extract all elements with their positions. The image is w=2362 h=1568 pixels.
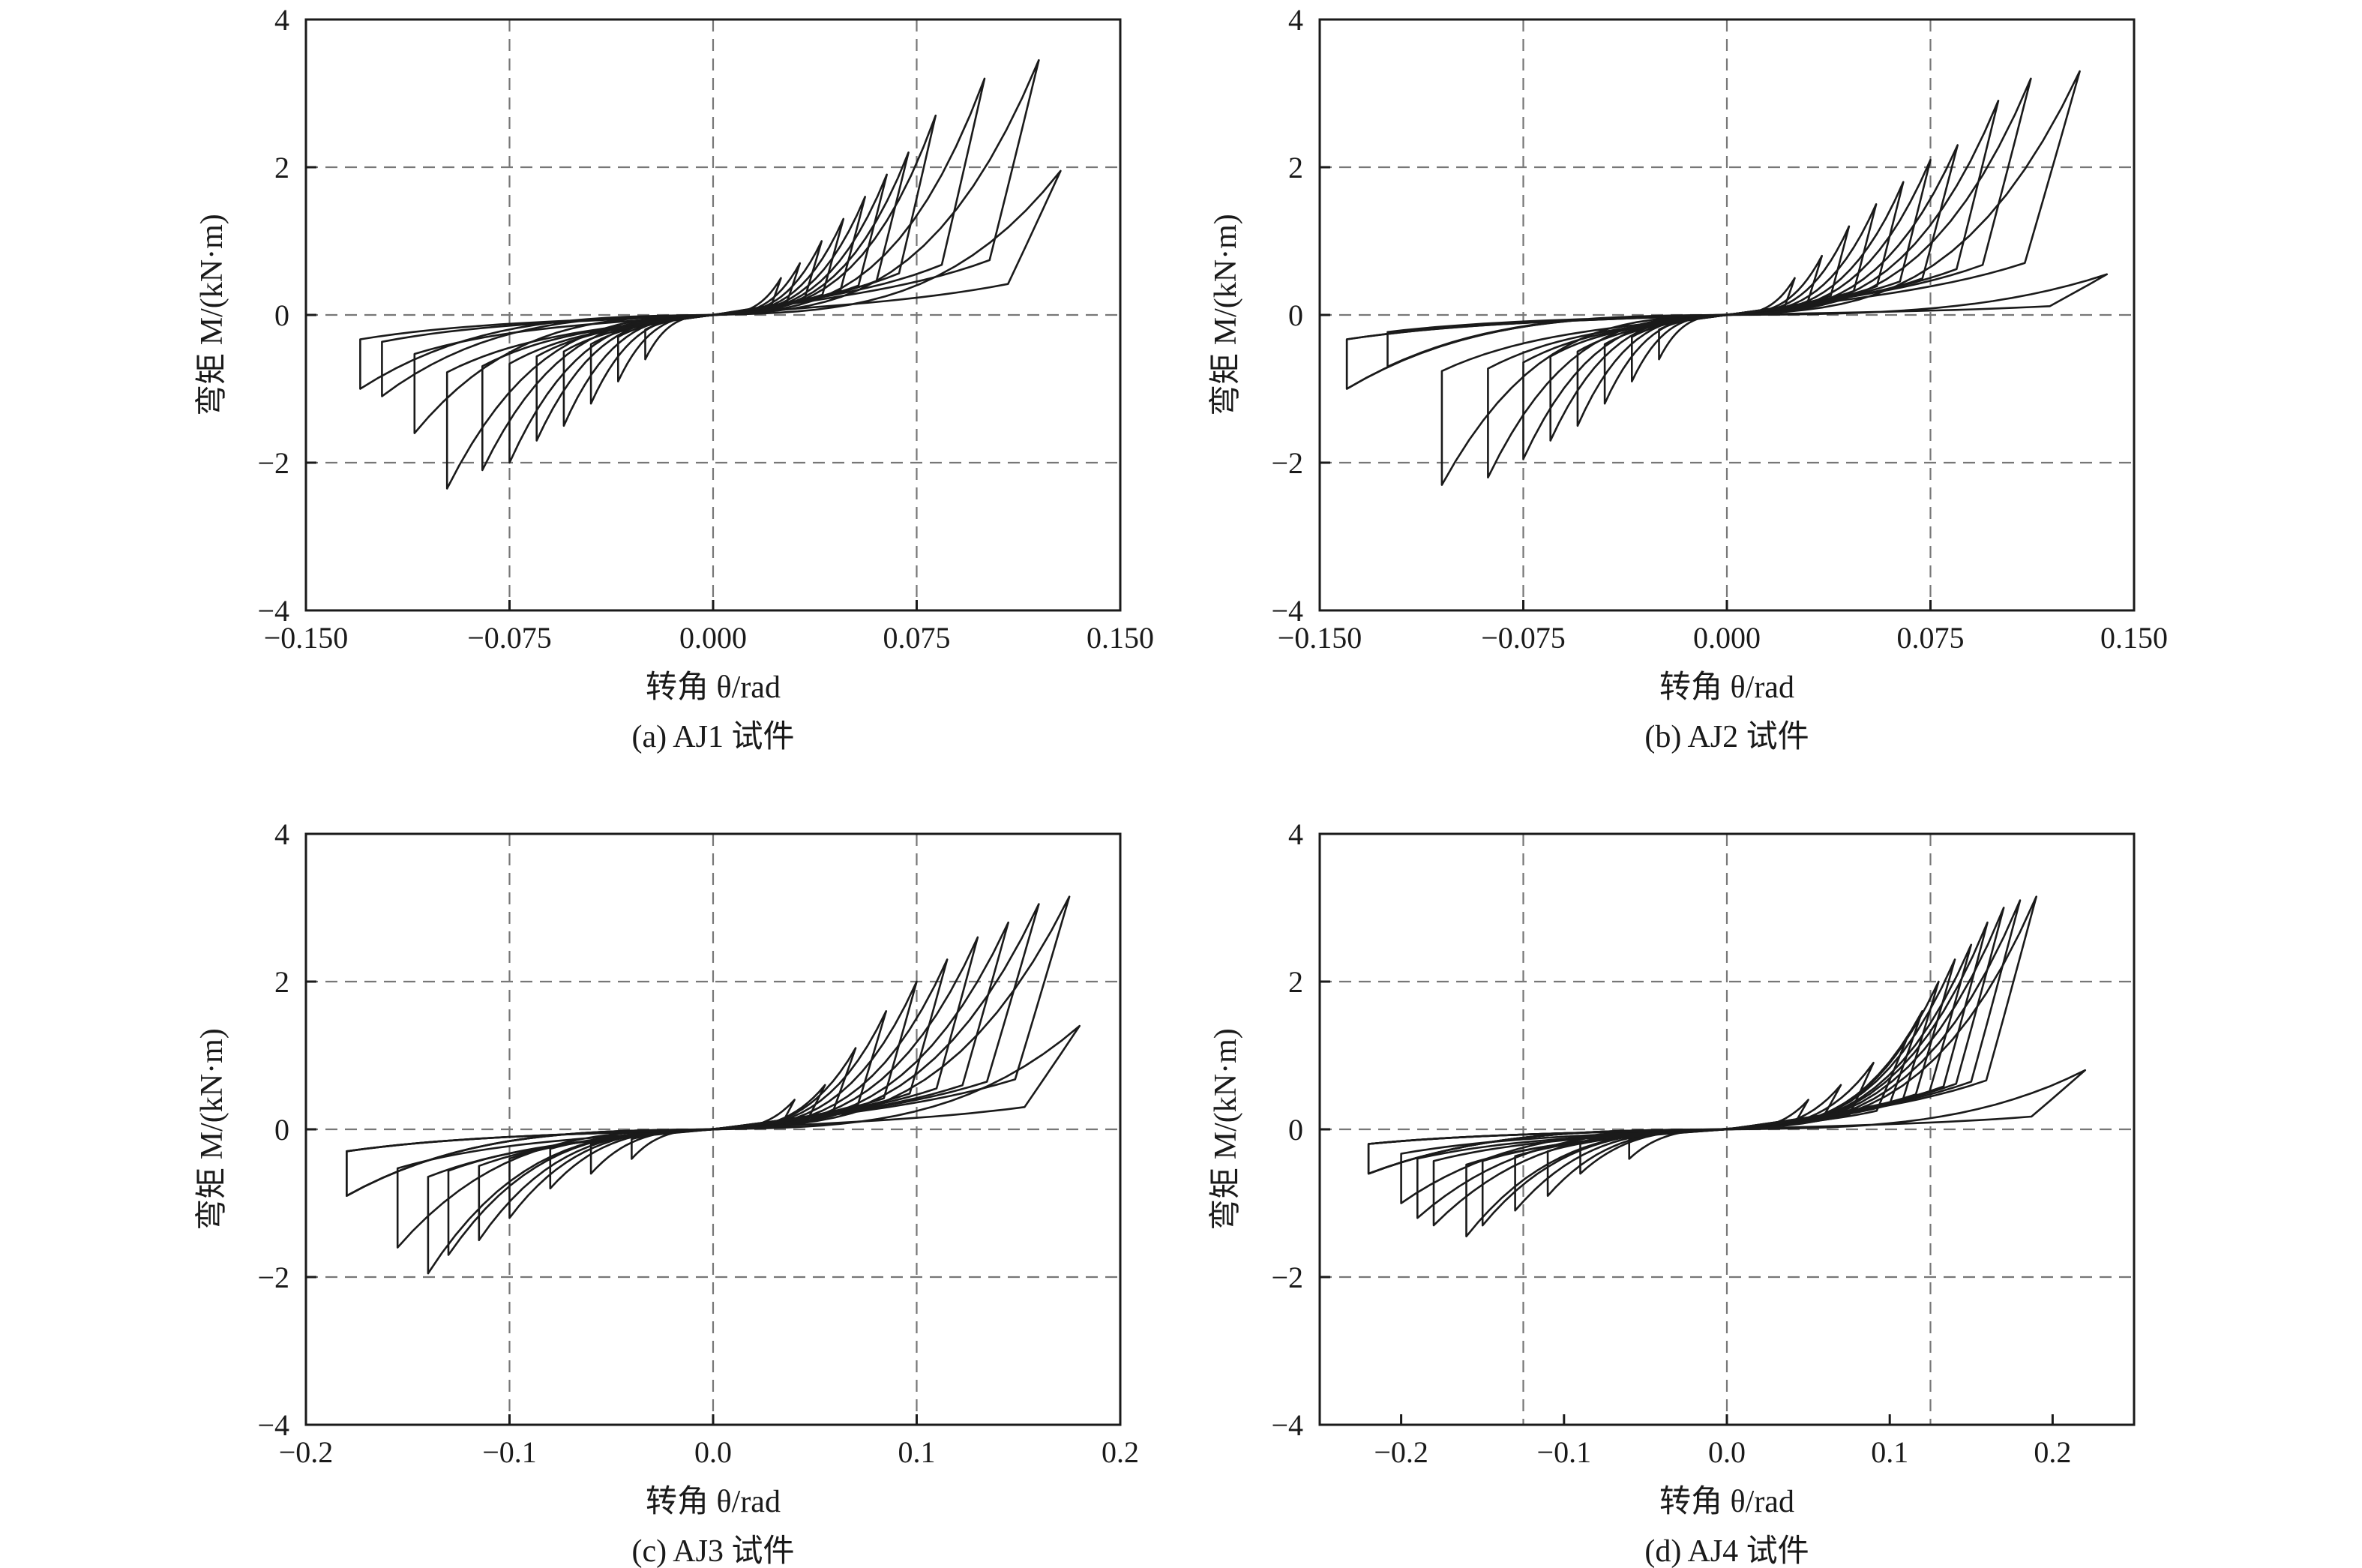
chart-panel-4: −0.2 −0.1 0.0 0.1 0.2 −4 −2 0 2 4 转角 θ/rad 弯矩 M/(kN… xyxy=(1208,817,2136,1568)
panel-caption: (d) AJ4 试件 xyxy=(1644,1534,1809,1568)
y-tick-label: 2 xyxy=(274,151,289,184)
y-tick-label: 4 xyxy=(274,3,289,37)
hysteresis-loop-9 xyxy=(413,77,986,434)
y-axis-label: 弯矩 M/(kN·m) xyxy=(1208,1028,1243,1230)
x-axis-label: 转角 θ/rad xyxy=(1659,1485,1794,1519)
x-tick-label: 0.2 xyxy=(2034,1435,2071,1469)
x-tick-label: −0.075 xyxy=(467,621,552,655)
y-tick-label: −2 xyxy=(1271,446,1303,480)
x-tick-label: −0.150 xyxy=(264,621,349,655)
x-tick-label: −0.150 xyxy=(1278,621,1362,655)
y-tick-label: −2 xyxy=(257,446,289,480)
y-tick-label: −4 xyxy=(257,1408,289,1442)
hysteresis-loop-9 xyxy=(1386,77,2032,368)
y-tick-label: 4 xyxy=(274,817,289,851)
x-axis-label: 转角 θ/rad xyxy=(1659,670,1794,705)
y-tick-label: 4 xyxy=(1288,817,1303,851)
hysteresis-loop-11 xyxy=(1345,273,2109,390)
hysteresis-loop-13 xyxy=(1367,1069,2087,1175)
y-axis-label: 弯矩 M/(kN·m) xyxy=(1208,214,1243,415)
x-tick-label: −0.075 xyxy=(1481,621,1566,655)
x-tick-label: 0.000 xyxy=(1693,621,1761,655)
y-tick-label: −4 xyxy=(1271,1408,1303,1442)
x-tick-label: 0.075 xyxy=(883,621,951,655)
x-tick-label: 0.1 xyxy=(898,1435,936,1469)
y-tick-label: 2 xyxy=(274,965,289,999)
y-tick-label: −4 xyxy=(257,594,289,628)
x-tick-label: 0.1 xyxy=(1871,1435,1908,1469)
hysteresis-loop-11 xyxy=(359,169,1062,390)
y-axis-label: 弯矩 M/(kN·m) xyxy=(194,214,229,415)
y-tick-label: −4 xyxy=(1271,594,1303,628)
panel-caption: (b) AJ2 试件 xyxy=(1644,720,1809,754)
hysteresis-loop-8 xyxy=(1440,100,2000,486)
hysteresis-loop-6 xyxy=(1465,980,1940,1238)
x-tick-label: 0.0 xyxy=(1708,1435,1746,1469)
hysteresis-loop-8 xyxy=(396,921,1009,1249)
x-tick-label: 0.075 xyxy=(1897,621,1965,655)
panel-caption: (a) AJ1 试件 xyxy=(632,720,795,754)
y-tick-label: 0 xyxy=(1288,1113,1303,1147)
y-tick-label: 2 xyxy=(1288,965,1303,999)
y-tick-label: 2 xyxy=(1288,151,1303,184)
hysteresis-loop-7 xyxy=(427,936,979,1275)
x-tick-label: −0.1 xyxy=(1537,1435,1592,1469)
panel-caption: (c) AJ3 试件 xyxy=(632,1534,795,1568)
chart-panel-3: −0.2 −0.1 0.0 0.1 0.2 −4 −2 0 2 4 转角 θ/rad 弯矩 M/(kN… xyxy=(194,817,1139,1568)
chart-panel-2: −0.150 −0.075 0.000 0.075 0.150 −4 −2 0 2 4 转角 θ/r… xyxy=(1208,3,2168,754)
x-tick-label: −0.1 xyxy=(482,1435,537,1469)
hysteresis-loop-9 xyxy=(1400,921,1989,1204)
x-tick-label: 0.2 xyxy=(1102,1435,1139,1469)
y-tick-label: 0 xyxy=(274,298,289,332)
x-axis-label: 转角 θ/rad xyxy=(646,1485,781,1519)
y-tick-label: 0 xyxy=(274,1113,289,1147)
y-tick-label: 0 xyxy=(1288,298,1303,332)
x-tick-label: −0.2 xyxy=(1374,1435,1428,1469)
x-tick-label: −0.2 xyxy=(279,1435,334,1469)
x-tick-label: 0.0 xyxy=(694,1435,732,1469)
y-tick-label: −2 xyxy=(1271,1261,1303,1294)
y-axis-label: 弯矩 M/(kN·m) xyxy=(194,1028,229,1230)
x-tick-label: 0.150 xyxy=(1087,621,1154,655)
hysteresis-loop-8 xyxy=(445,114,937,490)
y-tick-label: 4 xyxy=(1288,3,1303,37)
hysteresis-loop-10 xyxy=(381,58,1040,397)
hysteresis-loop-11 xyxy=(346,1024,1081,1197)
x-axis-label: 转角 θ/rad xyxy=(646,670,781,705)
y-tick-label: −2 xyxy=(257,1261,289,1294)
x-tick-label: 0.150 xyxy=(2100,621,2168,655)
hysteresis-loop-10 xyxy=(346,895,1071,1197)
hysteresis-loop-9 xyxy=(346,903,1040,1197)
hysteresis-loop-10 xyxy=(1367,907,2005,1175)
x-tick-label: 0.000 xyxy=(679,621,747,655)
chart-panel-1: −0.150 −0.075 0.000 0.075 0.150 −4 −2 0 2 4 转角 θ/r… xyxy=(194,3,1154,754)
hysteresis-loop-8 xyxy=(1416,943,1973,1219)
